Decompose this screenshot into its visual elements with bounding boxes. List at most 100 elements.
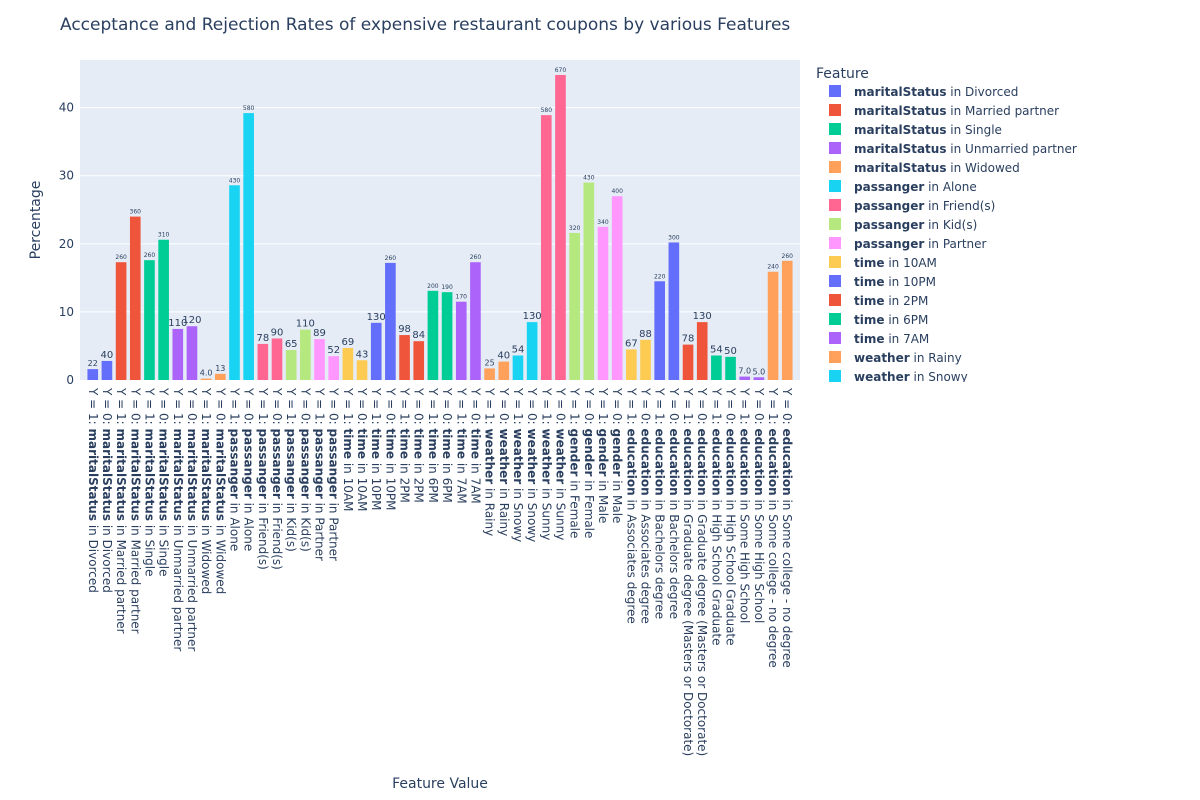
legend-item[interactable]: weather in Rainy [829,351,962,365]
bar[interactable] [243,113,254,380]
legend-item[interactable]: passanger in Friend(s) [829,199,995,213]
x-tick-label: Y = 0: passanger in Friend(s) [270,387,284,570]
x-tick-label: Y = 1: time in 7AM [454,387,468,504]
bar[interactable] [144,260,155,380]
bar[interactable] [229,185,240,380]
bar[interactable] [781,260,793,380]
bar-value-label: 52 [327,345,340,356]
bar[interactable] [512,355,524,380]
bar-value-label: 25 [485,358,495,367]
x-tick-label: Y = 1: weather in Rainy [483,387,497,536]
bar-value-label: 90 [271,327,284,338]
legend-swatch [829,142,841,154]
legend-item[interactable]: time in 10AM [829,256,937,270]
bar[interactable] [385,262,396,380]
x-tick-label: Y = 0: education in Bachelors degree [667,387,681,619]
bar[interactable] [413,341,425,380]
bar[interactable] [200,378,212,380]
bar[interactable] [555,74,566,380]
bar-value-label: 400 [611,188,623,195]
bar[interactable] [654,281,665,380]
bar[interactable] [441,292,453,380]
bar-value-label: 130 [367,312,386,323]
bar[interactable] [285,350,297,380]
legend-item[interactable]: maritalStatus in Single [829,123,1002,137]
bar[interactable] [342,348,354,380]
bar[interactable] [526,322,538,380]
bar[interactable] [399,335,410,380]
legend-item[interactable]: time in 10PM [829,275,936,289]
bar[interactable] [583,182,595,380]
legend-item[interactable]: maritalStatus in Unmarried partner [829,142,1077,156]
bar[interactable] [271,338,283,380]
legend-item[interactable]: time in 2PM [829,294,928,308]
bar[interactable] [427,290,439,380]
legend-swatch [829,237,841,249]
legend-item[interactable]: maritalStatus in Married partner [829,104,1059,118]
legend-item[interactable]: time in 6PM [829,313,928,327]
bar[interactable] [115,262,127,380]
legend-swatch [829,85,841,97]
bar[interactable] [682,344,694,380]
bar[interactable] [470,262,481,380]
bar[interactable] [739,376,751,380]
bar[interactable] [668,242,680,380]
bar[interactable] [569,232,580,380]
bar[interactable] [597,226,609,380]
bar[interactable] [753,377,765,380]
bar[interactable] [257,343,269,380]
bar[interactable] [611,196,623,380]
bar[interactable] [300,329,311,380]
bar[interactable] [87,369,99,380]
bar[interactable] [158,239,169,380]
bar[interactable] [328,356,340,380]
x-tick-label: Y = 1: maritalStatus in Unmarried partne… [171,387,185,651]
bar[interactable] [725,356,736,380]
bar[interactable] [172,328,184,380]
legend-label: maritalStatus in Widowed [854,161,1020,175]
bar[interactable] [498,361,510,380]
legend-item[interactable]: time in 7AM [829,332,929,346]
legend-item[interactable]: passanger in Partner [829,237,987,251]
bar[interactable] [626,349,637,380]
x-tick-label: Y = 0: time in 2PM [412,387,426,503]
bar[interactable] [215,373,226,380]
x-tick-label: Y = 1: maritalStatus in Married partner [114,387,128,634]
legend-item[interactable]: passanger in Kid(s) [829,218,977,232]
legend-item[interactable]: passanger in Alone [829,180,977,194]
bar-value-label: 260 [385,255,397,262]
bar[interactable] [696,322,708,380]
x-tick-label: Y = 0: education in Some High School [752,387,766,623]
legend-item[interactable]: weather in Snowy [829,370,968,384]
x-tick-label: Y = 1: education in Bachelors degree [653,387,667,619]
bar[interactable] [484,368,495,380]
legend-label: passanger in Alone [854,180,977,194]
legend-label: passanger in Kid(s) [854,218,977,232]
legend-label: time in 7AM [854,332,929,346]
legend-label: weather in Rainy [854,351,962,365]
bar[interactable] [767,271,779,380]
bar[interactable] [711,355,722,380]
legend-item[interactable]: maritalStatus in Divorced [829,85,1018,99]
bar[interactable] [356,360,368,380]
legend-label: time in 6PM [854,313,928,327]
bar[interactable] [129,216,141,380]
bars[interactable] [87,74,793,381]
bar-value-label: 89 [313,328,326,339]
bar[interactable] [640,339,651,380]
y-tick-label: 20 [59,237,74,251]
y-axis-title: Percentage [28,181,44,260]
bar-value-label: 430 [229,177,241,184]
legend-swatch [829,161,841,173]
bar[interactable] [370,322,382,380]
bar[interactable] [314,339,325,380]
bar[interactable] [101,360,113,380]
bar[interactable] [540,115,552,381]
bar[interactable] [186,326,198,380]
bar[interactable] [455,301,467,380]
x-tick-label: Y = 1: education in High School Graduate [709,387,723,646]
legend-item[interactable]: maritalStatus in Widowed [829,161,1020,175]
legend[interactable]: Feature maritalStatus in Divorced marital… [816,66,1182,555]
